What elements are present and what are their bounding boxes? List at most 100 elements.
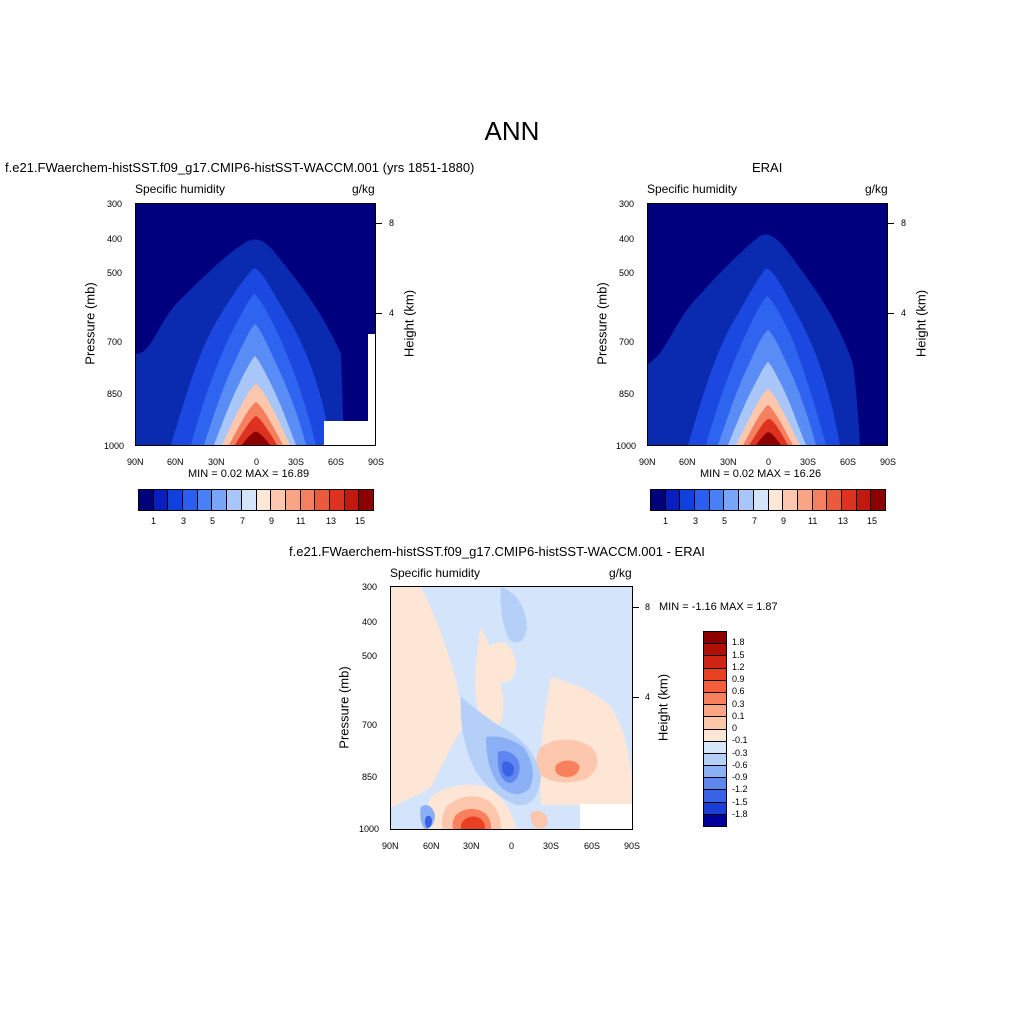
colorbar-swatch bbox=[704, 644, 726, 657]
colorbar-swatch bbox=[768, 490, 784, 510]
diff-ptick-400: 400 bbox=[362, 617, 378, 627]
colorbar-swatch bbox=[704, 741, 726, 754]
diff-htick-4: 4 bbox=[645, 692, 651, 702]
model-xtick-30n: 30N bbox=[208, 457, 225, 467]
diff-variable-label: Specific humidity bbox=[390, 566, 481, 580]
colorbar-swatch bbox=[168, 490, 184, 510]
colorbar-swatch bbox=[665, 490, 681, 510]
page-title: ANN bbox=[484, 116, 540, 146]
model-cbar-label-15: 15 bbox=[355, 516, 366, 526]
model-missing-data-edge bbox=[368, 334, 375, 421]
model-panel-title: f.e21.FWaerchem-histSST.f09_g17.CMIP6-hi… bbox=[5, 160, 475, 175]
model-ptick-400: 400 bbox=[107, 234, 123, 244]
model-ptick-300: 300 bbox=[107, 199, 123, 209]
model-variable-label: Specific humidity bbox=[135, 182, 226, 196]
colorbar-swatch bbox=[704, 766, 726, 779]
model-ptick-1000: 1000 bbox=[104, 441, 125, 451]
model-cbar-label-3: 3 bbox=[181, 516, 187, 526]
diff-colorbar-label: 0.3 bbox=[732, 698, 745, 709]
obs-xtick-30n: 30N bbox=[720, 457, 737, 467]
model-y2label: Height (km) bbox=[401, 289, 417, 358]
model-ylabel: Pressure (mb) bbox=[82, 282, 98, 365]
diff-colorbar-label: -0.1 bbox=[732, 735, 748, 746]
colorbar-swatch bbox=[827, 490, 842, 510]
model-xtick-90n: 90N bbox=[127, 457, 144, 467]
colorbar-swatch bbox=[704, 814, 726, 826]
colorbar-swatch bbox=[704, 705, 726, 718]
colorbar-swatch bbox=[704, 692, 726, 706]
colorbar-swatch bbox=[271, 490, 286, 510]
colorbar-swatch bbox=[704, 717, 726, 730]
diff-xtick-0: 0 bbox=[509, 841, 515, 851]
colorbar-swatch bbox=[783, 490, 798, 510]
colorbar-swatch bbox=[256, 490, 272, 510]
model-cbar-label-13: 13 bbox=[326, 516, 337, 526]
colorbar-swatch bbox=[841, 490, 857, 510]
colorbar-swatch bbox=[183, 490, 198, 510]
colorbar-swatch bbox=[695, 490, 710, 510]
obs-stats: MIN = 0.02 MAX = 16.26 bbox=[700, 468, 822, 480]
obs-ptick-300: 300 bbox=[619, 199, 635, 209]
model-xtick-30s: 30S bbox=[288, 457, 305, 467]
diff-panel-title: f.e21.FWaerchem-histSST.f09_g17.CMIP6-hi… bbox=[289, 544, 705, 559]
diff-ptick-300: 300 bbox=[362, 582, 378, 592]
model-missing-data bbox=[324, 421, 375, 445]
model-xtick-90s: 90S bbox=[368, 457, 385, 467]
obs-cbar-label-5: 5 bbox=[722, 516, 728, 526]
model-cbar-label-1: 1 bbox=[151, 516, 157, 526]
diff-colorbar-label: -0.9 bbox=[732, 772, 748, 782]
diff-ptick-1000: 1000 bbox=[359, 824, 380, 834]
colorbar-swatch bbox=[212, 490, 228, 510]
colorbar-swatch bbox=[285, 490, 301, 510]
diff-colorbar-label: 0.6 bbox=[732, 686, 745, 697]
diff-xtick-60s: 60S bbox=[584, 841, 601, 851]
diff-xtick-60n: 60N bbox=[423, 841, 440, 851]
obs-panel-title: ERAI bbox=[752, 160, 783, 175]
colorbar-swatch bbox=[812, 490, 828, 510]
model-colorbar bbox=[138, 489, 374, 511]
model-htick-4: 4 bbox=[389, 308, 395, 318]
diff-colorbar-label: -1.5 bbox=[732, 796, 748, 807]
obs-ptick-850: 850 bbox=[619, 389, 635, 399]
colorbar-swatch bbox=[704, 656, 726, 669]
obs-cbar-label-15: 15 bbox=[867, 516, 878, 526]
colorbar-swatch bbox=[329, 490, 345, 510]
colorbar-swatch bbox=[704, 729, 726, 742]
colorbar-swatch bbox=[704, 790, 726, 803]
diff-y2label: Height (km) bbox=[655, 673, 671, 742]
obs-xtick-90s: 90S bbox=[880, 457, 897, 467]
diff-units-label: g/kg bbox=[609, 566, 632, 580]
colorbar-swatch bbox=[315, 490, 330, 510]
colorbar-swatch bbox=[344, 490, 360, 510]
colorbar-swatch bbox=[704, 802, 726, 815]
obs-ptick-1000: 1000 bbox=[616, 441, 637, 451]
colorbar-swatch bbox=[871, 490, 885, 510]
obs-ptick-400: 400 bbox=[619, 234, 635, 244]
diff-colorbar-label: -0.3 bbox=[732, 747, 748, 758]
model-xtick-0: 0 bbox=[254, 457, 260, 467]
model-ptick-850: 850 bbox=[107, 389, 123, 399]
model-xtick-60s: 60S bbox=[328, 457, 345, 467]
model-ptick-700: 700 bbox=[107, 337, 123, 347]
diff-htick-8: 8 bbox=[645, 602, 651, 612]
colorbar-swatch bbox=[856, 490, 872, 510]
diff-xtick-90n: 90N bbox=[382, 841, 399, 851]
diff-ylabel: Pressure (mb) bbox=[336, 666, 352, 749]
colorbar-swatch bbox=[359, 490, 373, 510]
colorbar-swatch bbox=[753, 490, 769, 510]
colorbar-swatch bbox=[704, 632, 726, 645]
colorbar-swatch bbox=[704, 778, 726, 791]
obs-cbar-label-3: 3 bbox=[693, 516, 699, 526]
diff-colorbar-label: 1.2 bbox=[732, 661, 745, 672]
colorbar-swatch bbox=[227, 490, 242, 510]
colorbar-swatch bbox=[709, 490, 725, 510]
obs-htick-8: 8 bbox=[901, 218, 907, 228]
diff-colorbar-label: 0.9 bbox=[732, 674, 745, 684]
diff-stats: MIN = -1.16 MAX = 1.87 bbox=[659, 601, 778, 613]
colorbar-swatch bbox=[680, 490, 696, 510]
colorbar-swatch bbox=[704, 668, 726, 681]
model-cbar-label-7: 7 bbox=[240, 516, 246, 526]
diff-ptick-500: 500 bbox=[362, 651, 378, 661]
model-cbar-label-11: 11 bbox=[296, 516, 306, 526]
colorbar-swatch bbox=[704, 753, 726, 767]
